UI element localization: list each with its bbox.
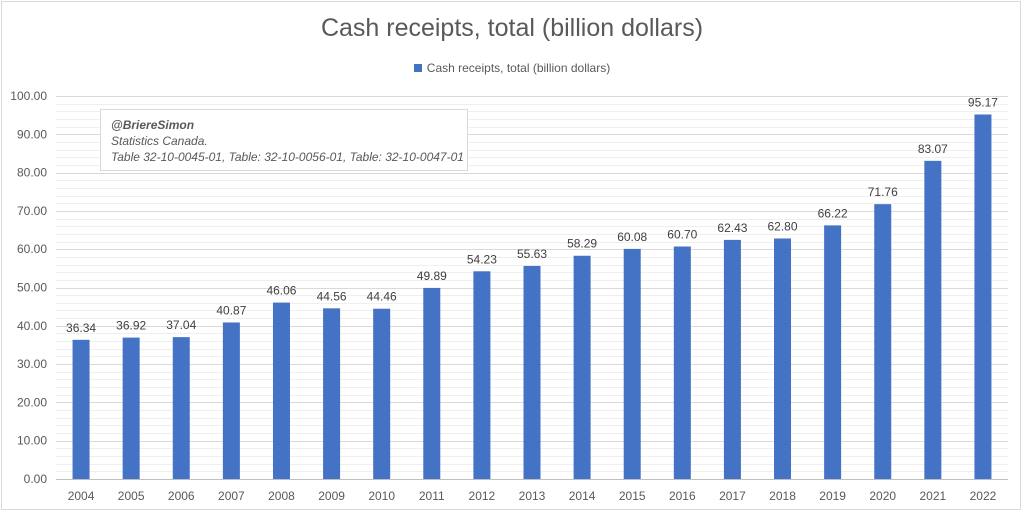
legend-label: Cash receipts, total (billion dollars) [426,61,611,75]
data-label: 46.06 [266,284,296,298]
bar [373,308,391,479]
x-tick-label: 2011 [419,489,445,503]
y-tick-label: 0.00 [24,472,48,486]
x-tick-label: 2018 [769,489,796,503]
bar [222,322,240,479]
bars [72,114,992,480]
x-tick-label: 2020 [869,489,896,503]
bar [924,160,942,479]
data-label: 66.22 [818,206,848,220]
x-tick-label: 2021 [919,489,946,503]
y-tick-label: 60.00 [17,242,47,256]
y-tick-label: 20.00 [17,395,47,409]
axes: 0.00 10.00 20.00 30.00 40.00 50.00 60.00 70.00 8… [10,89,1008,503]
annotation-source: Statistics Canada. [111,134,208,148]
bar [423,287,441,479]
bar [122,337,140,479]
x-tick-label: 2010 [368,489,395,503]
data-label: 60.08 [617,230,647,244]
x-tick-label: 2019 [819,489,846,503]
x-tick-label: 2006 [168,489,195,503]
data-label: 71.76 [868,185,898,199]
y-tick-label: 90.00 [17,127,47,141]
x-tick-label: 2008 [268,489,295,503]
x-tick-label: 2016 [669,489,696,503]
y-tick-label: 40.00 [17,319,47,333]
x-tick-label: 2012 [469,489,496,503]
data-label: 54.23 [467,252,497,266]
bar [874,204,892,480]
x-tick-label: 2014 [569,489,596,503]
data-label: 49.89 [417,269,447,283]
data-label: 58.29 [567,237,597,251]
bar [974,114,992,479]
data-label: 36.34 [66,321,96,335]
data-label: 44.46 [367,290,397,304]
bar [523,265,541,479]
x-tick-label: 2005 [118,489,145,503]
y-tick-label: 50.00 [17,281,47,295]
bar [723,239,741,479]
data-label: 44.56 [317,289,347,303]
bar [473,271,491,479]
bar [623,248,641,479]
x-tick-label: 2009 [318,489,345,503]
y-tick-label: 30.00 [17,357,47,371]
y-tick-label: 80.00 [17,166,47,180]
data-label: 95.17 [968,95,998,109]
bar [774,238,792,479]
bar [824,225,842,479]
bar [323,308,341,479]
x-tick-label: 2007 [218,489,245,503]
data-label: 62.80 [768,219,798,233]
annotation-author: @BriereSimon [111,118,195,132]
legend: Cash receipts, total (billion dollars) [0,61,1024,75]
bar [573,255,591,479]
bar [172,337,190,479]
x-tick-label: 2004 [68,489,95,503]
data-label: 40.87 [216,303,246,317]
x-tick-label: 2017 [719,489,746,503]
x-tick-label: 2022 [970,489,997,503]
legend-swatch [413,64,422,72]
annotation-tables: Table 32-10-0045-01, Table: 32-10-0056-0… [111,150,464,164]
y-tick-label: 100.00 [10,89,47,103]
x-tick-label: 2013 [519,489,546,503]
data-label: 62.43 [717,221,747,235]
bar [72,339,90,479]
chart-title: Cash receipts, total (billion dollars) [320,14,704,42]
data-label: 55.63 [517,247,547,261]
data-label: 36.92 [116,319,146,333]
data-label: 60.70 [667,228,697,242]
labels: 36.34 36.92 37.04 40.87 46.06 44.56 44.46 49.89… [66,95,998,334]
x-tick-label: 2015 [619,489,646,503]
data-label: 83.07 [918,142,948,156]
y-tick-label: 10.00 [17,434,47,448]
bar [673,246,691,479]
source-annotation: @BriereSimon Statistics Canada. Table 32… [100,109,468,171]
bar [272,302,290,479]
data-label: 37.04 [166,318,196,332]
y-tick-label: 70.00 [17,204,47,218]
